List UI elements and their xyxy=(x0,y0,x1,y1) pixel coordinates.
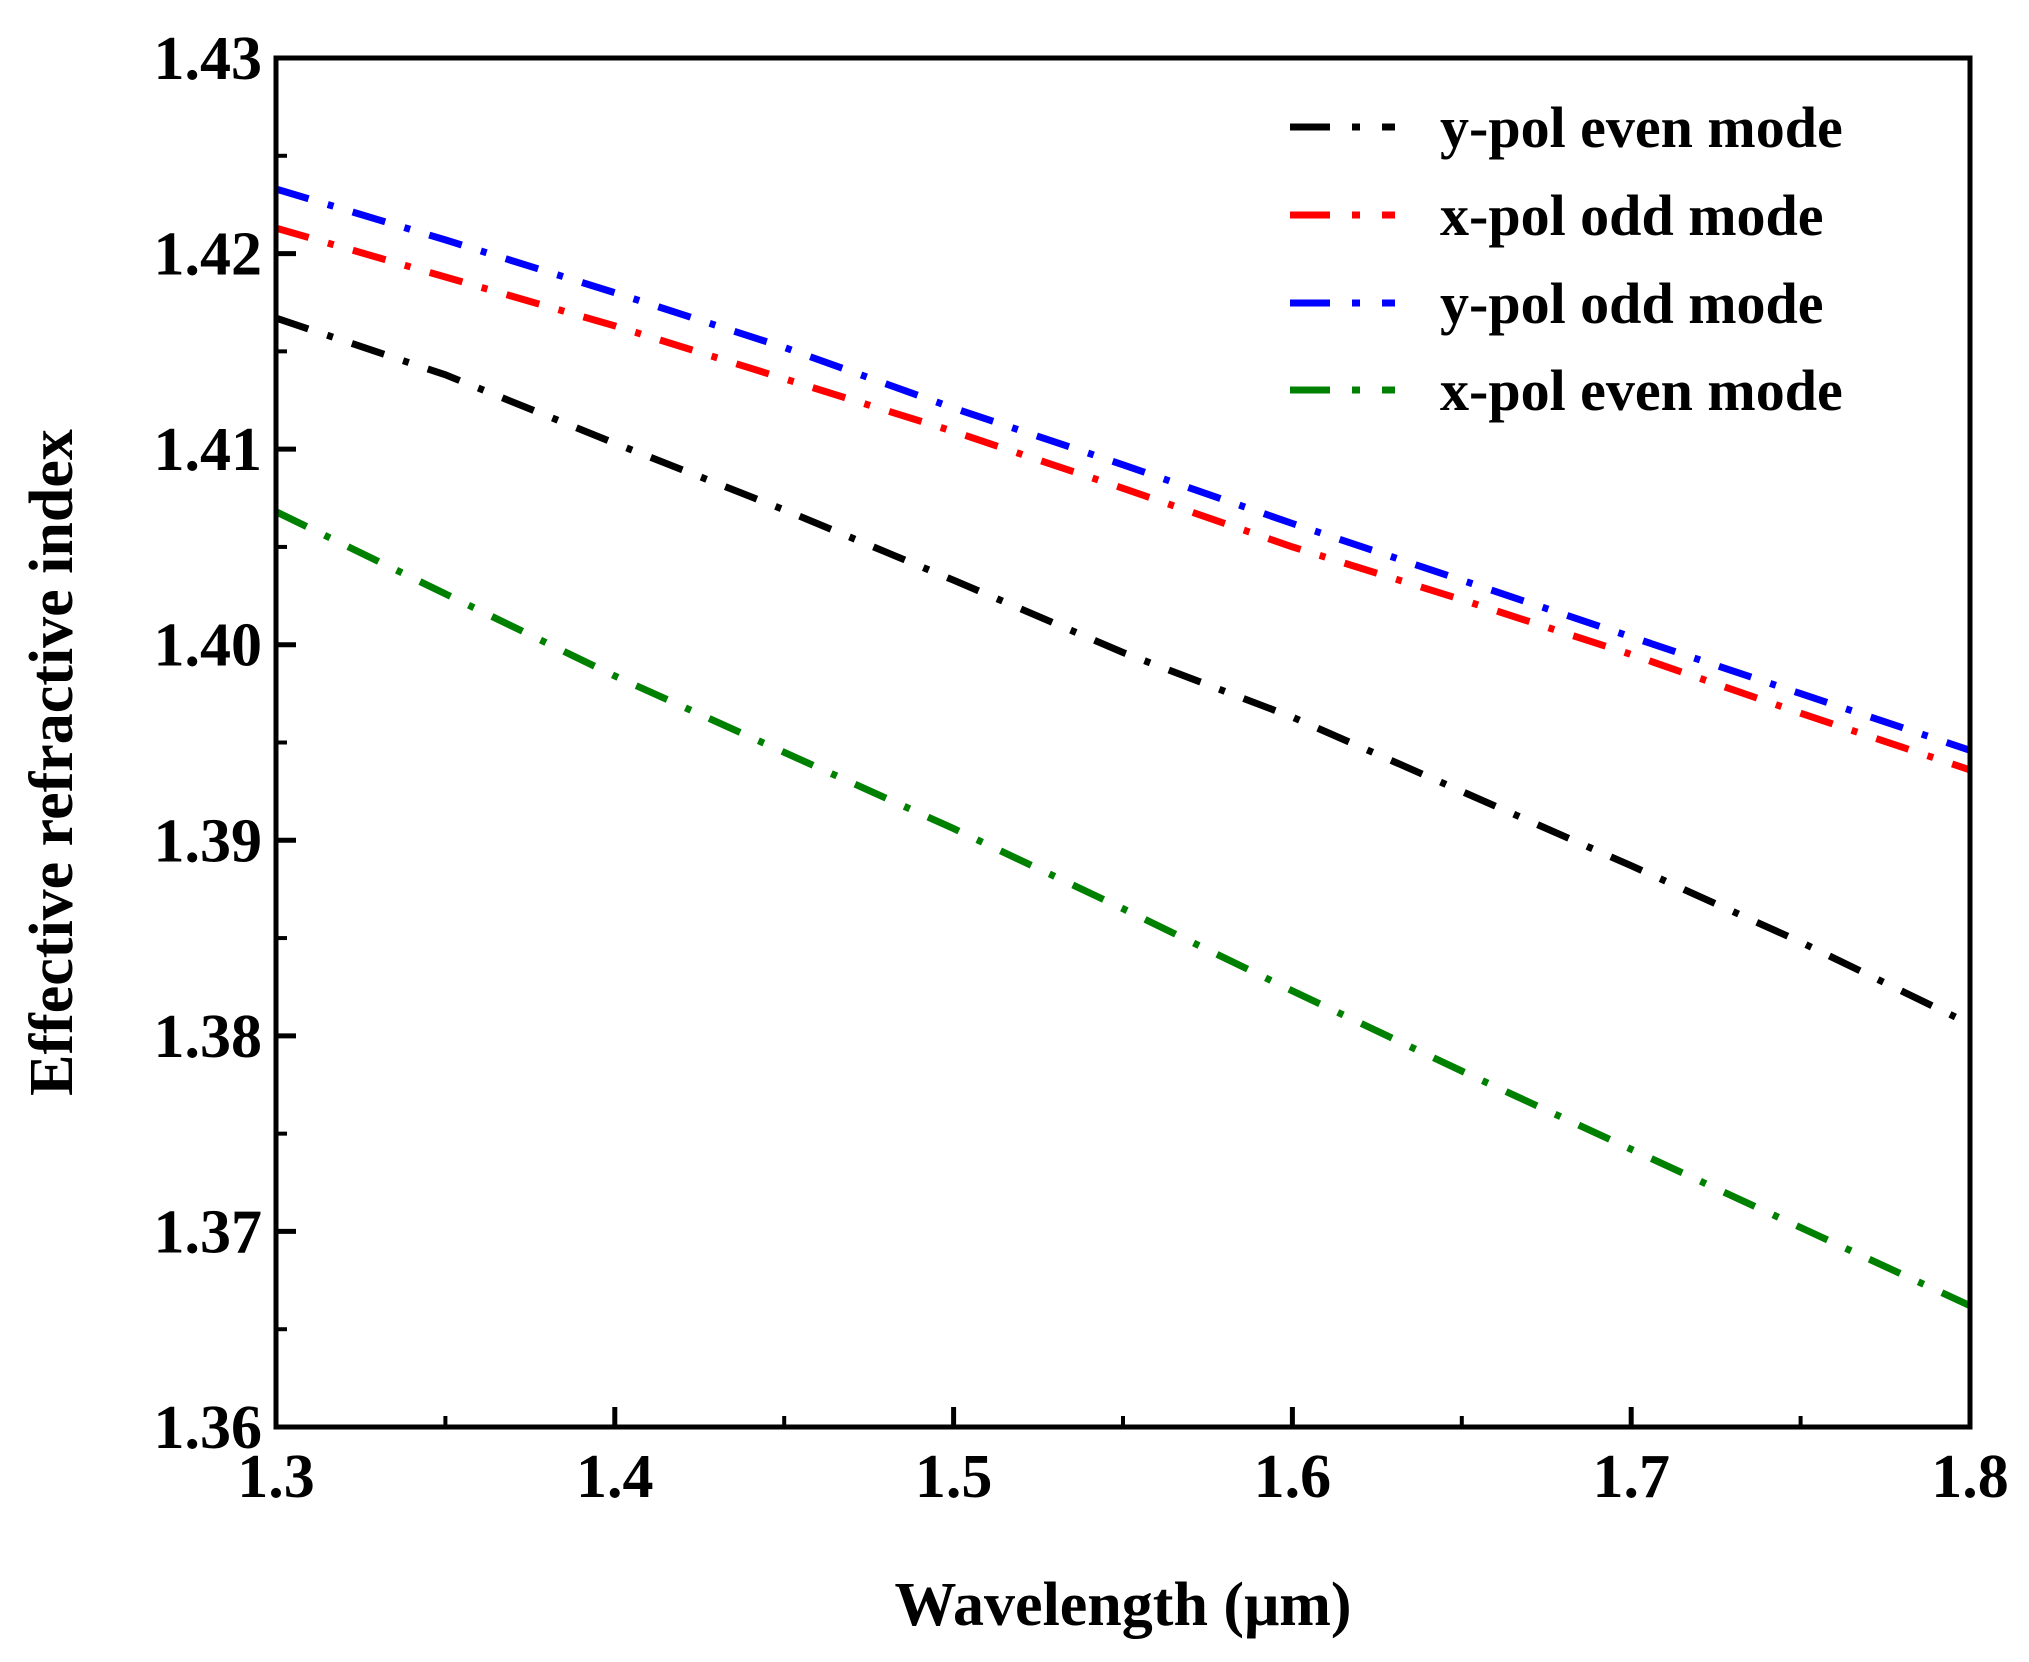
legend: y-pol even mode x-pol odd mode y-pol odd m… xyxy=(1290,95,1843,423)
series-layer xyxy=(274,185,1972,1309)
y-axis-title: Effective refractive index xyxy=(18,429,86,1096)
y-tick-label: 1.43 xyxy=(154,25,263,93)
y-tick-label: 1.42 xyxy=(154,221,263,289)
series-line-x-pol-even-mode xyxy=(274,508,1972,1309)
x-axis-title: Wavelength (μm) xyxy=(894,1571,1351,1639)
y-tick-label: 1.41 xyxy=(154,416,263,484)
legend-label: y-pol odd mode xyxy=(1440,271,1824,336)
series-line-y-pol-odd-mode xyxy=(274,185,1972,754)
legend-label: y-pol even mode xyxy=(1440,95,1843,160)
y-tick-label: 1.36 xyxy=(154,1394,263,1462)
legend-label: x-pol odd mode xyxy=(1440,183,1824,248)
x-tick-label: 1.4 xyxy=(576,1443,654,1511)
legend-label: x-pol even mode xyxy=(1440,358,1843,423)
y-tick-label: 1.37 xyxy=(154,1198,263,1266)
axis-ticks: 1.3 1.4 1.5 1.6 1.7 1.8 1.36 1.37 1.38 1.39 1.40 1.… xyxy=(154,25,2009,1511)
series-line-x-pol-odd-mode xyxy=(275,224,1972,774)
y-tick-label: 1.39 xyxy=(154,807,263,875)
y-tick-label: 1.38 xyxy=(154,1003,263,1071)
x-tick-label: 1.7 xyxy=(1592,1443,1670,1511)
y-tick-label: 1.40 xyxy=(154,612,263,680)
x-tick-label: 1.5 xyxy=(915,1443,993,1511)
x-tick-label: 1.3 xyxy=(237,1443,315,1511)
x-tick-label: 1.6 xyxy=(1254,1443,1332,1511)
x-tick-label: 1.8 xyxy=(1931,1443,2009,1511)
series-line-y-pol-even-mode xyxy=(274,314,1972,1028)
